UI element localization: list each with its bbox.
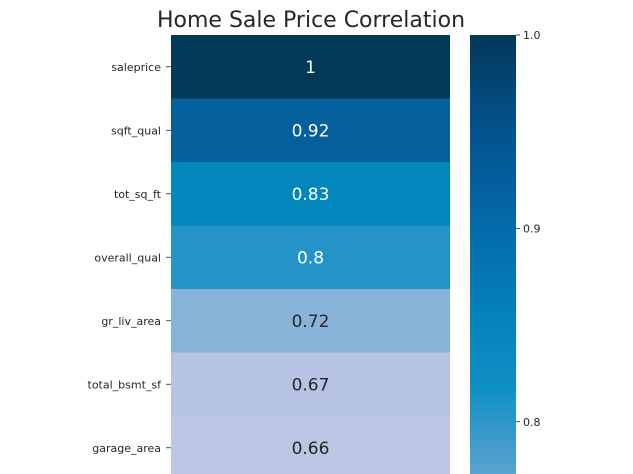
cell-value-label: 1 <box>305 58 316 78</box>
row-label: sqft_qual <box>111 124 161 137</box>
cell-value-label: 0.8 <box>297 248 324 268</box>
cell-value-label: 0.72 <box>292 312 330 332</box>
cell-value-label: 0.67 <box>292 375 330 395</box>
heatmap-cell-total-bsmt-sf <box>171 352 450 417</box>
cell-value-label: 0.92 <box>292 121 330 141</box>
cell-values: 1 0.92 0.83 0.8 0.72 0.67 0.66 <box>292 58 330 459</box>
heatmap-cell-tot-sq-ft <box>171 162 450 226</box>
colorbar-tick-label: 1.0 <box>523 29 541 42</box>
row-label: total_bsmt_sf <box>88 378 163 391</box>
row-label: saleprice <box>111 61 161 74</box>
heatmap-cell-garage-area <box>171 416 450 474</box>
row-label: overall_qual <box>94 251 161 264</box>
cell-value-label: 0.66 <box>292 439 330 459</box>
colorbar <box>470 35 516 474</box>
heatmap-cell-gr-liv-area <box>171 289 450 353</box>
heatmap-cell-overall-qual <box>171 225 450 290</box>
heatmap-cell-saleprice <box>171 35 450 99</box>
row-label: tot_sq_ft <box>114 188 162 201</box>
row-label: gr_liv_area <box>101 315 161 328</box>
heatmap-cells <box>171 35 450 474</box>
row-labels: saleprice sqft_qual tot_sq_ft overall_qualg… <box>88 61 171 455</box>
row-label: garage_area <box>92 442 161 455</box>
chart-title: Home Sale Price Correlation <box>157 8 465 33</box>
cell-value-label: 0.83 <box>292 185 330 205</box>
heatmap-cell-sqft-qual <box>171 98 450 163</box>
colorbar-tick-label: 0.9 <box>523 222 541 235</box>
colorbar-ticks: 1.0 0.9 0.8 <box>516 29 541 429</box>
colorbar-tick-label: 0.8 <box>523 416 541 429</box>
